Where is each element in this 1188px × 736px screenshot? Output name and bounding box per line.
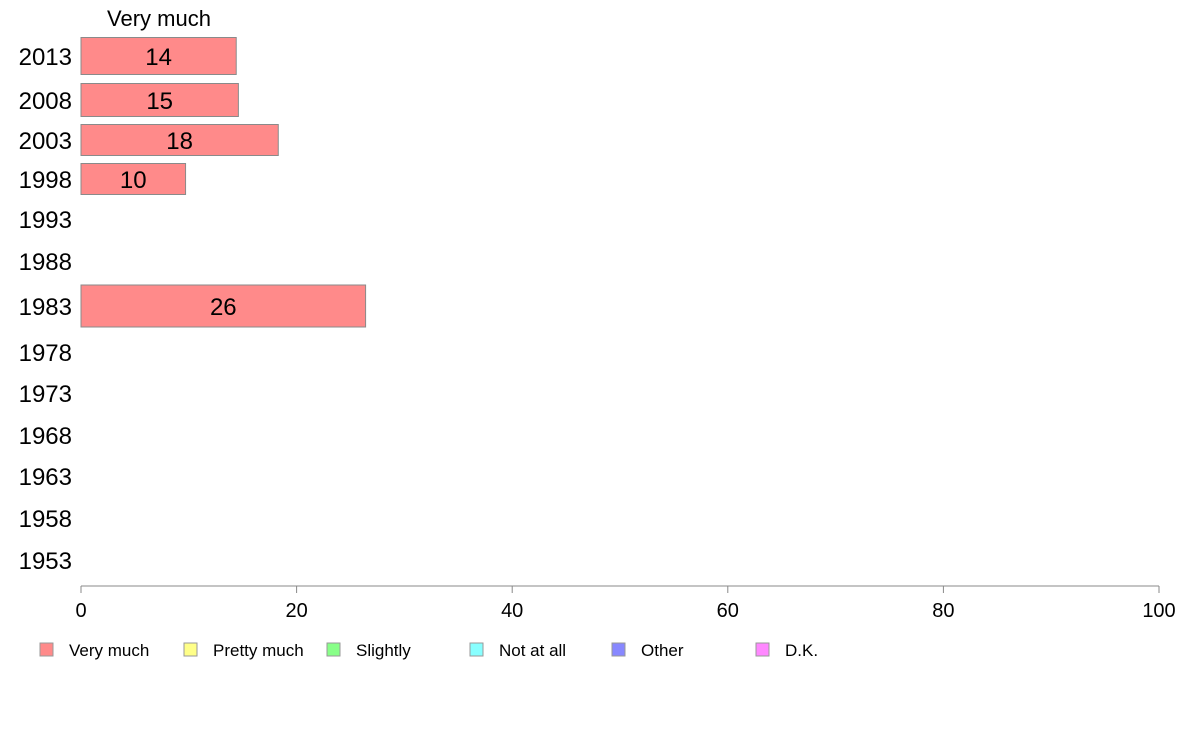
x-tick-label-80: 80 (932, 600, 954, 622)
year-label-1983: 1983 (19, 294, 72, 321)
x-tick-label-20: 20 (285, 600, 307, 622)
bar-1983 (80, 284, 367, 328)
year-label-2013: 2013 (19, 44, 72, 71)
legend: Very much Pretty much Slightly Not at all Ot… (39, 641, 818, 660)
x-tick-label-0: 0 (75, 600, 86, 622)
value-label-2013: 14 (145, 44, 172, 71)
legend-label-1: Pretty much (213, 641, 304, 660)
year-label-2008: 2008 (19, 88, 72, 115)
year-label-1998: 1998 (19, 167, 72, 194)
bar-2003 (80, 124, 279, 156)
year-label-1988: 1988 (19, 249, 72, 276)
value-labels-group: 14 15 18 10 26 (120, 44, 237, 321)
legend-label-5: D.K. (785, 641, 818, 660)
legend-label-4: Other (641, 641, 684, 660)
legend-label-2: Slightly (356, 641, 411, 660)
year-label-1968: 1968 (19, 423, 72, 450)
value-label-2008: 15 (146, 88, 173, 115)
legend-swatch-1 (183, 642, 198, 657)
legend-swatch-0 (39, 642, 54, 657)
series-title: Very much (107, 6, 211, 31)
year-label-2003: 2003 (19, 128, 72, 155)
bar-2008 (80, 83, 239, 117)
legend-swatch-4 (611, 642, 626, 657)
bar-2013 (80, 37, 237, 75)
legend-swatch-2 (326, 642, 341, 657)
year-label-1963: 1963 (19, 464, 72, 491)
value-label-2003: 18 (166, 128, 193, 155)
legend-label-0: Very much (69, 641, 149, 660)
year-label-1973: 1973 (19, 381, 72, 408)
value-label-1983: 26 (210, 294, 237, 321)
year-label-1978: 1978 (19, 340, 72, 367)
year-labels-group: 2013 2008 2003 1998 1993 1988 1983 1978 1973 1968… (19, 44, 72, 575)
legend-swatch-3 (469, 642, 484, 657)
bar-1998 (80, 163, 187, 195)
x-tick-label-100: 100 (1142, 600, 1175, 622)
value-label-1998: 10 (120, 167, 147, 194)
year-label-1993: 1993 (19, 207, 72, 234)
bars-group (80, 37, 367, 328)
year-label-1953: 1953 (19, 548, 72, 575)
legend-swatch-5 (755, 642, 770, 657)
year-label-1958: 1958 (19, 506, 72, 533)
legend-label-3: Not at all (499, 641, 566, 660)
x-axis: 0 20 40 60 80 100 (75, 585, 1176, 622)
x-tick-label-40: 40 (501, 600, 523, 622)
x-tick-label-60: 60 (717, 600, 739, 622)
